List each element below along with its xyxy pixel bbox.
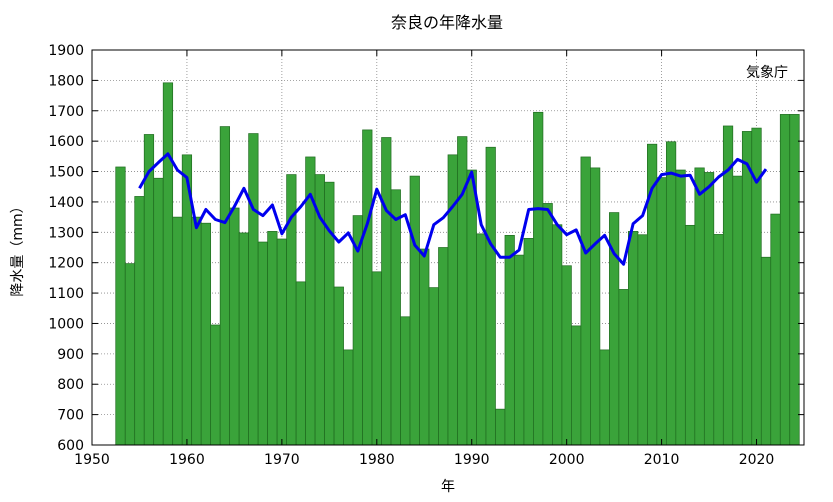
bar <box>789 114 800 446</box>
bar <box>618 289 629 446</box>
x-axis-ticks: 1950 1960 1970 1980 1990 2000 2010 2020 <box>74 50 774 468</box>
y-tick-label: 1700 <box>48 104 84 120</box>
bar <box>580 156 591 446</box>
bar <box>476 233 487 446</box>
y-tick-label: 1200 <box>48 256 84 272</box>
bar <box>362 129 373 446</box>
bar <box>134 196 145 446</box>
bar <box>390 189 401 446</box>
y-tick-label: 700 <box>57 408 84 424</box>
bar <box>324 181 335 446</box>
y-tick-label: 1600 <box>48 134 84 150</box>
annotation-source: 気象庁 <box>746 65 788 81</box>
bar <box>295 281 306 446</box>
bar <box>665 141 677 446</box>
bar <box>267 231 278 446</box>
bar <box>675 169 686 446</box>
bar <box>172 216 183 446</box>
bar <box>191 216 202 446</box>
bar <box>153 177 164 446</box>
bar <box>770 213 781 446</box>
bar <box>276 238 287 446</box>
bar <box>447 154 458 446</box>
x-tick-label: 1970 <box>264 452 300 468</box>
bar <box>637 234 648 446</box>
y-tick-label: 1900 <box>48 43 84 59</box>
bar <box>694 167 705 446</box>
bar <box>343 349 354 446</box>
bar <box>115 166 126 446</box>
bar <box>599 349 610 446</box>
bar <box>561 265 572 446</box>
bar <box>656 177 667 446</box>
bar <box>552 224 563 446</box>
bar <box>628 231 639 446</box>
bar <box>713 234 724 446</box>
bar <box>523 238 534 446</box>
bar <box>229 207 240 446</box>
x-tick-label: 1980 <box>359 452 395 468</box>
y-tick-label: 1800 <box>48 73 84 89</box>
y-tick-label: 900 <box>57 347 84 363</box>
bar <box>571 325 582 446</box>
bar <box>210 324 221 446</box>
x-tick-label: 2020 <box>739 452 775 468</box>
bar <box>419 248 430 446</box>
moving-average-series <box>138 152 768 266</box>
bar <box>485 146 496 446</box>
bar <box>409 175 420 446</box>
bar <box>542 203 553 446</box>
y-tick-label: 1500 <box>48 165 84 181</box>
bar <box>200 222 212 446</box>
y-tick-label: 1300 <box>48 225 84 241</box>
plot-frame <box>91 49 805 446</box>
y-tick-label: 800 <box>57 377 84 393</box>
bar <box>495 408 506 446</box>
bar <box>760 256 772 446</box>
x-tick-label: 2000 <box>549 452 585 468</box>
bar <box>257 241 268 446</box>
bar <box>732 175 743 446</box>
bar <box>741 131 753 446</box>
bar <box>400 316 411 446</box>
y-tick-label: 1000 <box>48 316 84 332</box>
x-tick-label: 1960 <box>169 452 205 468</box>
y-tick-label: 1400 <box>48 195 84 211</box>
x-tick-label: 1950 <box>74 452 110 468</box>
y-axis-label: 降水量（mm） <box>10 199 26 296</box>
bar <box>514 254 525 446</box>
moving-average-line <box>138 152 768 266</box>
bar <box>684 224 696 446</box>
x-tick-label: 2010 <box>644 452 680 468</box>
x-axis-label: 年 <box>441 479 455 495</box>
bar <box>248 133 259 446</box>
bar <box>428 287 439 446</box>
bar <box>438 247 449 446</box>
bar <box>779 114 791 446</box>
bar <box>381 137 392 446</box>
bar <box>504 234 515 446</box>
bar <box>533 111 544 446</box>
bar <box>238 232 249 446</box>
y-tick-label: 1100 <box>48 286 84 302</box>
bar <box>371 271 382 446</box>
chart-title: 奈良の年降水量 <box>391 13 503 32</box>
bar-series <box>115 82 800 446</box>
bar <box>466 169 477 446</box>
y-tick-label: 600 <box>57 438 84 454</box>
bar <box>162 82 174 446</box>
y-axis-ticks: 600 700 800 900 1000 1100 1200 1300 1400 1500 1600… <box>48 43 804 454</box>
bar <box>143 134 155 446</box>
bar <box>124 263 136 446</box>
bar <box>703 172 715 446</box>
bar <box>590 167 601 446</box>
x-tick-label: 1990 <box>454 452 490 468</box>
bar <box>219 126 231 446</box>
bar <box>333 286 344 446</box>
